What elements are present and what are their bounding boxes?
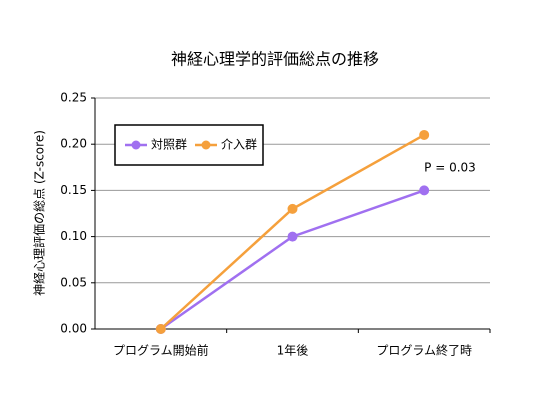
legend-marker [201, 140, 211, 150]
x-tick-label: 1年後 [277, 344, 309, 358]
data-point [419, 129, 430, 140]
y-tick-label: 0.05 [60, 275, 87, 289]
chart-title: 神経心理学的評価総点の推移 [171, 50, 379, 69]
y-tick-label: 0.15 [60, 183, 87, 197]
y-axis-label: 神経心理評価の総点 (Z-score) [32, 130, 47, 296]
legend-label: 対照群 [151, 138, 187, 152]
legend-label: 介入群 [221, 138, 257, 152]
annotation: P = 0.03 [424, 161, 476, 175]
y-tick-label: 0.00 [60, 322, 87, 336]
y-tick-label: 0.20 [60, 137, 87, 151]
y-tick-label: 0.10 [60, 229, 87, 243]
legend-marker [131, 140, 141, 150]
x-tick-label: プログラム終了時 [376, 343, 472, 358]
data-point [287, 203, 298, 214]
data-point [287, 231, 298, 242]
data-point [155, 324, 166, 334]
x-tick-label: プログラム開始前 [113, 343, 209, 358]
data-point [419, 185, 430, 196]
y-tick-label: 0.25 [60, 91, 87, 105]
